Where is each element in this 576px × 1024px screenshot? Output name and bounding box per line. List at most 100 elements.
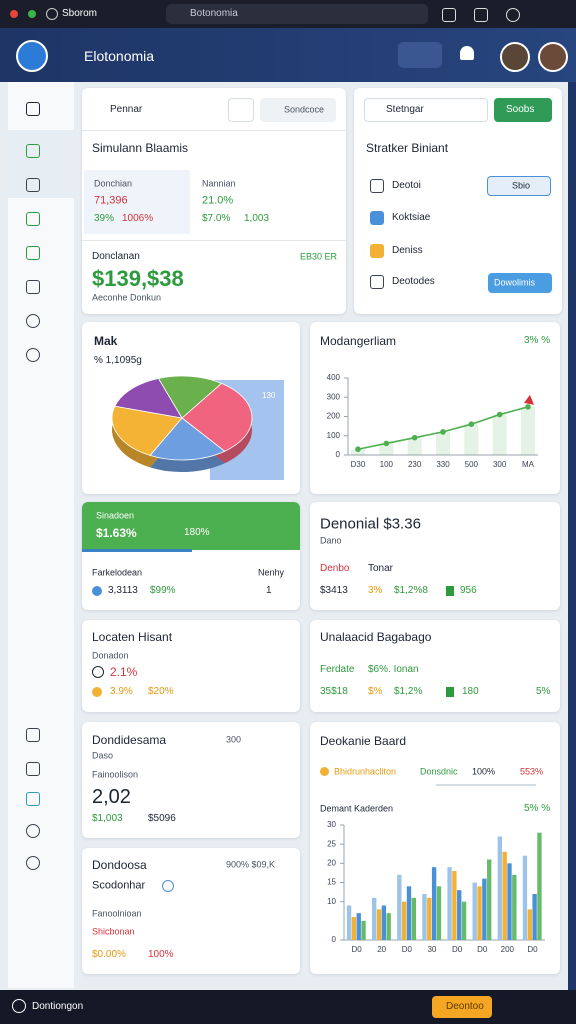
card-title: Dondoosa	[92, 858, 147, 872]
nav-icon[interactable]	[26, 102, 40, 116]
row-label: Farkelodean	[92, 567, 143, 578]
row-value: 956	[460, 585, 477, 596]
browser-bar: Sborom Botonomia	[0, 0, 576, 28]
sidebar	[8, 82, 74, 988]
nav-icon[interactable]	[26, 178, 40, 192]
card-title: Locaten Hisant	[92, 630, 173, 644]
pin	[92, 666, 104, 678]
address: Botonomia	[190, 8, 238, 19]
tab-icon	[46, 8, 58, 20]
button-label: Soobs	[506, 104, 535, 115]
stat-box	[84, 170, 190, 234]
address-bar[interactable]	[166, 4, 428, 24]
active-highlight	[8, 130, 74, 198]
chart-corner: 3% %	[524, 335, 551, 346]
divider	[82, 240, 346, 241]
nav-icon[interactable]	[26, 762, 40, 776]
divider	[82, 130, 346, 131]
row-value: 5%	[536, 686, 551, 697]
nav-icon[interactable]	[26, 280, 40, 294]
nav-icon[interactable]	[26, 792, 40, 806]
card-sub: Daso	[92, 750, 114, 761]
col-label: Denbo	[320, 563, 350, 574]
tab-title[interactable]: Sborom	[62, 8, 98, 19]
item-label[interactable]: Koktsiae	[392, 212, 431, 223]
item-button[interactable]	[487, 176, 551, 196]
status-badge: 180%	[184, 527, 210, 538]
location-card	[82, 620, 300, 712]
stat-sub: 39%	[94, 213, 115, 224]
legend-text: 100%	[472, 766, 496, 777]
row-value: $1,003	[92, 813, 123, 824]
total-value: $139,$38	[92, 266, 184, 291]
card-sub: $6%. Ionan	[368, 664, 419, 675]
card-subtitle: % 1,1095g	[94, 355, 142, 366]
nav-icon[interactable]	[26, 348, 40, 362]
card-sub: Scodonhar	[92, 879, 146, 892]
card-title: Unalaacid Bagabago	[320, 630, 432, 644]
row-value: 3%	[368, 585, 383, 596]
status-header	[82, 502, 300, 550]
avatar[interactable]	[538, 42, 568, 72]
bag-card	[310, 620, 560, 712]
stat-label: Donchian	[94, 178, 133, 189]
item-label[interactable]: Deotoi	[392, 180, 421, 191]
info-card	[82, 848, 300, 974]
badge: 130	[262, 391, 276, 400]
chart-title: Modangerliam	[320, 334, 397, 348]
card-sub: Ferdate	[320, 664, 355, 675]
nav-icon[interactable]	[26, 212, 40, 226]
legend-text: Bhidrunhacliton	[334, 766, 397, 777]
nav-icon[interactable]	[26, 314, 40, 328]
search-box[interactable]	[364, 98, 488, 122]
card-title: Deokanie Baard	[320, 734, 407, 748]
item-label[interactable]: Deotodes	[392, 276, 435, 287]
card-sub: Dano	[320, 535, 342, 546]
footer-button[interactable]	[432, 996, 492, 1018]
stat-value: 21.0%	[202, 194, 234, 207]
pill-label: Sondcoce	[284, 104, 325, 115]
item-label[interactable]: Deniss	[392, 245, 423, 256]
card-title: Denonial $3.36	[320, 515, 421, 533]
nav-icon[interactable]	[26, 728, 40, 742]
avatar[interactable]	[500, 42, 530, 72]
card-label: Fainoolison	[92, 769, 139, 780]
square	[446, 687, 454, 697]
square	[446, 586, 454, 596]
item-icon	[370, 211, 384, 225]
dot	[10, 10, 18, 18]
row-value: $99%	[150, 585, 176, 596]
primary-button[interactable]	[494, 98, 552, 122]
search-label: Stetngar	[386, 104, 424, 115]
nav-icon[interactable]	[26, 246, 40, 260]
location-value: 2.1%	[110, 665, 138, 679]
row-value: 35$18	[320, 686, 348, 697]
row-value: 180	[462, 686, 479, 697]
brand: Elotonomia	[84, 48, 155, 64]
card-title: Mak	[94, 334, 118, 348]
item-button[interactable]	[488, 273, 552, 293]
total-note: Aeconhe Donkun	[92, 292, 162, 303]
card-tag: 900% $09,K	[226, 859, 276, 870]
stat-value: 71,396	[94, 194, 128, 207]
dot	[92, 586, 102, 596]
dot	[92, 687, 102, 697]
chart-subtitle: Demant Kaderden	[320, 803, 394, 814]
row-value: $3413	[320, 585, 348, 596]
pill[interactable]	[260, 98, 336, 122]
col-label: Tonar	[368, 563, 394, 574]
progress	[82, 549, 192, 552]
row-value: $0.00%	[92, 949, 126, 960]
total-tag: EB30 ER	[300, 251, 338, 262]
search-label[interactable]: Pennar	[110, 104, 143, 115]
stat-label: Nannian	[202, 178, 236, 189]
icon	[474, 8, 488, 22]
nav-icon[interactable]	[26, 824, 40, 838]
nav-icon[interactable]	[26, 144, 40, 158]
legend-text: 553%	[520, 766, 544, 777]
nav-icon[interactable]	[26, 856, 40, 870]
status-label: Sinadoen	[96, 510, 135, 521]
search-button[interactable]	[398, 42, 442, 68]
bell[interactable]	[460, 46, 474, 60]
search-button[interactable]	[228, 98, 254, 122]
